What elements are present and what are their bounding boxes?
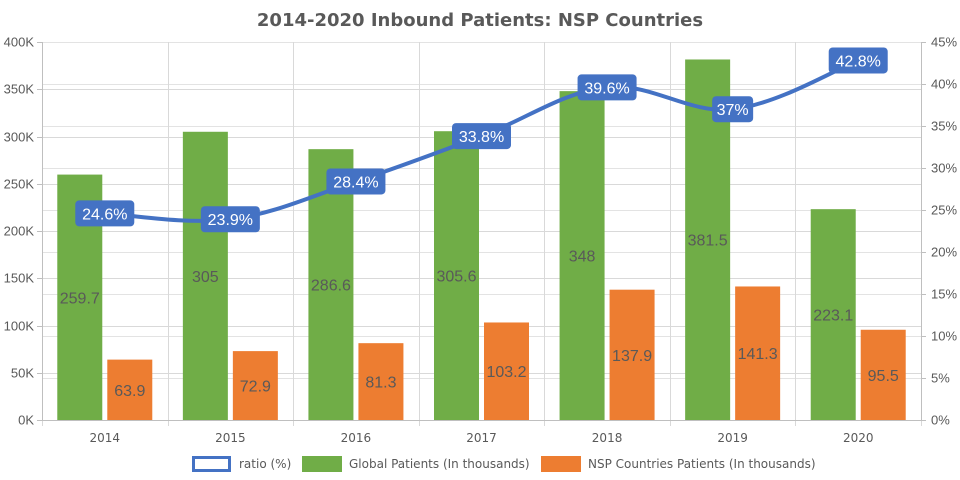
- x-tick-label-2017: 2017: [466, 431, 497, 445]
- y-right-tick-label: 25%: [931, 203, 957, 218]
- x-tick-label-2020: 2020: [843, 431, 874, 445]
- y-right-tick-label: 5%: [931, 371, 950, 386]
- y-right-tick-label: 20%: [931, 245, 957, 260]
- ratio-line: 24.6% 23.9% 28.4% 33.8% 39.6% 37% 42.8%: [75, 47, 888, 233]
- legend-label: Global Patients (In thousands): [349, 457, 530, 471]
- ratio-label-box: [828, 47, 888, 74]
- ratio-label-text: 24.6%: [82, 206, 127, 223]
- ratio-label-text: 23.9%: [208, 212, 253, 229]
- bar-label-nsp-2016: 81.3: [365, 375, 396, 392]
- legend-label: ratio (%): [239, 457, 291, 471]
- y-left-tick-label: 400K: [4, 35, 35, 50]
- bar-label-nsp-2019: 141.3: [738, 346, 778, 363]
- legend-item-1[interactable]: Global Patients (In thousands): [302, 456, 530, 472]
- ratio-label-text: 42.8%: [836, 53, 881, 70]
- bar-label-global-2016: 286.6: [311, 278, 351, 295]
- bar-global-2018[interactable]: [559, 91, 605, 420]
- ratio-label-2014: 24.6%: [75, 200, 135, 227]
- y-right-tick-label: 45%: [931, 35, 957, 50]
- legend-item-0[interactable]: ratio (%): [192, 456, 292, 472]
- x-tick-label-2014: 2014: [90, 431, 121, 445]
- bar-label-global-2018: 348: [569, 249, 596, 266]
- bars: 259.7 305 286.6 305.6 348 381.5 223.1 63.9 72.9 8…: [57, 59, 906, 421]
- bar-nsp-2020[interactable]: [860, 329, 906, 420]
- ratio-label-box: [452, 123, 511, 150]
- y-right-tick-label: 15%: [931, 287, 957, 302]
- bar-label-global-2017: 305.6: [436, 269, 476, 286]
- ratio-label-text: 37%: [717, 102, 749, 119]
- bar-label-global-2019: 381.5: [688, 233, 728, 250]
- bar-nsp-2019[interactable]: [735, 286, 781, 420]
- bar-label-global-2020: 223.1: [813, 308, 853, 325]
- bar-global-2020[interactable]: [810, 209, 856, 420]
- chart-title: 2014-2020 Inbound Patients: NSP Countrie…: [257, 10, 703, 31]
- x-tick-label-2019: 2019: [717, 431, 748, 445]
- legend-swatch-ratio: [192, 456, 231, 472]
- y-right-tick-label: 10%: [931, 329, 957, 344]
- bar-label-global-2014: 259.7: [60, 290, 100, 307]
- y-left-tick-label: 50K: [11, 366, 34, 381]
- y-left-tick-label: 0K: [18, 413, 34, 428]
- ratio-label-2017: 33.8%: [452, 123, 511, 150]
- ratio-label-text: 33.8%: [459, 129, 504, 146]
- ratio-label-box: [75, 200, 135, 227]
- ratio-label-text: 28.4%: [333, 174, 378, 191]
- y-right-tick-label: 40%: [931, 77, 957, 92]
- ratio-label-2019: 37%: [712, 96, 754, 123]
- bar-nsp-2016[interactable]: [358, 343, 404, 420]
- axes: 0K 50K 100K 150K 200K 250K 300K 350K 400K 0% 5% 10%…: [4, 35, 958, 446]
- ratio-label-2016: 28.4%: [326, 168, 386, 195]
- y-left-tick-label: 300K: [4, 130, 35, 145]
- bar-nsp-2017[interactable]: [484, 322, 529, 420]
- bar-global-2017[interactable]: [434, 131, 479, 420]
- x-tick-label-2016: 2016: [341, 431, 372, 445]
- legend-label: NSP Countries Patients (In thousands): [588, 457, 816, 471]
- bar-nsp-2018[interactable]: [609, 289, 655, 420]
- bar-label-nsp-2014: 63.9: [114, 383, 145, 400]
- legend-item-2[interactable]: NSP Countries Patients (In thousands): [541, 456, 816, 472]
- y-right-tick-label: 35%: [931, 119, 957, 134]
- bar-label-nsp-2015: 72.9: [240, 379, 271, 396]
- ratio-label-2018: 39.6%: [577, 74, 637, 101]
- legend-swatch: [302, 456, 342, 472]
- ratio-label-box: [577, 74, 637, 101]
- bar-label-global-2015: 305: [192, 269, 219, 286]
- y-left-tick-label: 150K: [4, 271, 35, 286]
- y-left-tick-label: 350K: [4, 82, 35, 97]
- bar-label-nsp-2017: 103.2: [486, 364, 526, 381]
- y-right-tick-label: 30%: [931, 161, 957, 176]
- ratio-label-2015: 23.9%: [200, 206, 260, 233]
- ratio-label-2020: 42.8%: [828, 47, 888, 74]
- bar-nsp-2015[interactable]: [232, 351, 278, 420]
- ratio-label-text: 39.6%: [584, 80, 629, 97]
- bar-label-nsp-2020: 95.5: [868, 368, 899, 385]
- x-tick-label-2015: 2015: [215, 431, 246, 445]
- bar-label-nsp-2018: 137.9: [612, 348, 652, 365]
- y-left-tick-label: 100K: [4, 319, 35, 334]
- y-right-tick-label: 0%: [931, 413, 950, 428]
- x-tick-label-2018: 2018: [592, 431, 623, 445]
- bar-global-2015[interactable]: [182, 131, 228, 420]
- legend-swatch: [541, 456, 581, 472]
- legend: ratio (%) Global Patients (In thousands) N…: [192, 456, 816, 472]
- bar-nsp-2014[interactable]: [107, 359, 153, 420]
- ratio-label-box: [326, 168, 386, 195]
- y-left-tick-label: 250K: [4, 177, 35, 192]
- gridlines: [42, 42, 922, 426]
- y-left-tick-label: 200K: [4, 224, 35, 239]
- ratio-label-box: [200, 206, 260, 233]
- ratio-label-box: [712, 96, 754, 123]
